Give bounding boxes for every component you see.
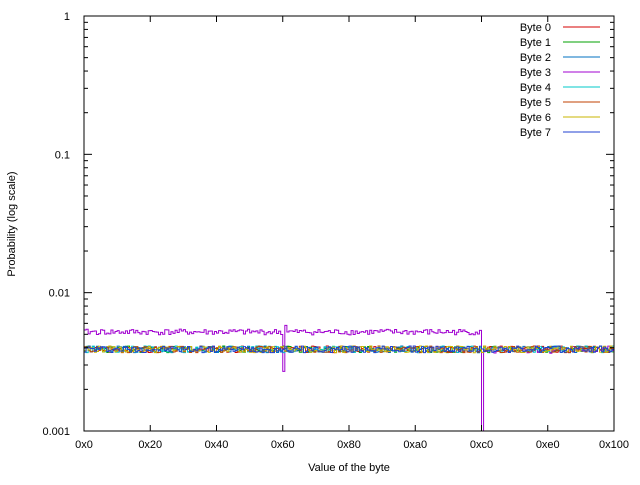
x-tick-label: 0x100 xyxy=(599,439,629,451)
x-tick-label: 0xa0 xyxy=(403,439,427,451)
y-tick-label: 0.001 xyxy=(42,426,70,438)
tick-layer: 0x0 0x20 0x40 0x60 0x80 0xa0 0xc0 0xe0 0x100 0.00… xyxy=(42,11,629,451)
x-tick-label: 0x80 xyxy=(337,439,361,451)
x-tick-label: 0x60 xyxy=(271,439,295,451)
y-tick-label: 0.01 xyxy=(49,288,70,300)
x-tick-label: 0xc0 xyxy=(470,439,493,451)
x-tick-label: 0xe0 xyxy=(536,439,560,451)
y-tick-label: 0.1 xyxy=(55,149,70,161)
legend-label: Byte 2 xyxy=(520,52,551,64)
legend-label: Byte 4 xyxy=(520,82,551,94)
series-layer xyxy=(84,324,614,432)
x-tick-label: 0x0 xyxy=(75,439,93,451)
y-tick-label: 1 xyxy=(64,11,70,23)
legend-label: Byte 5 xyxy=(520,97,551,109)
legend-label: Byte 3 xyxy=(520,67,551,79)
x-axis-label: Value of the byte xyxy=(308,462,390,474)
legend: Byte 0 Byte 1 Byte 2 Byte 3 Byte 4 Byte 5 Byte… xyxy=(520,22,600,139)
x-tick-label: 0x20 xyxy=(138,439,162,451)
legend-label: Byte 1 xyxy=(520,37,551,49)
y-axis-label: Probability (log scale) xyxy=(6,171,18,276)
series-line-byte-3 xyxy=(84,324,614,432)
legend-label: Byte 7 xyxy=(520,127,551,139)
x-tick-label: 0x40 xyxy=(205,439,229,451)
series-line-byte-7 xyxy=(84,345,614,354)
legend-label: Byte 0 xyxy=(520,22,551,34)
legend-label: Byte 6 xyxy=(520,112,551,124)
